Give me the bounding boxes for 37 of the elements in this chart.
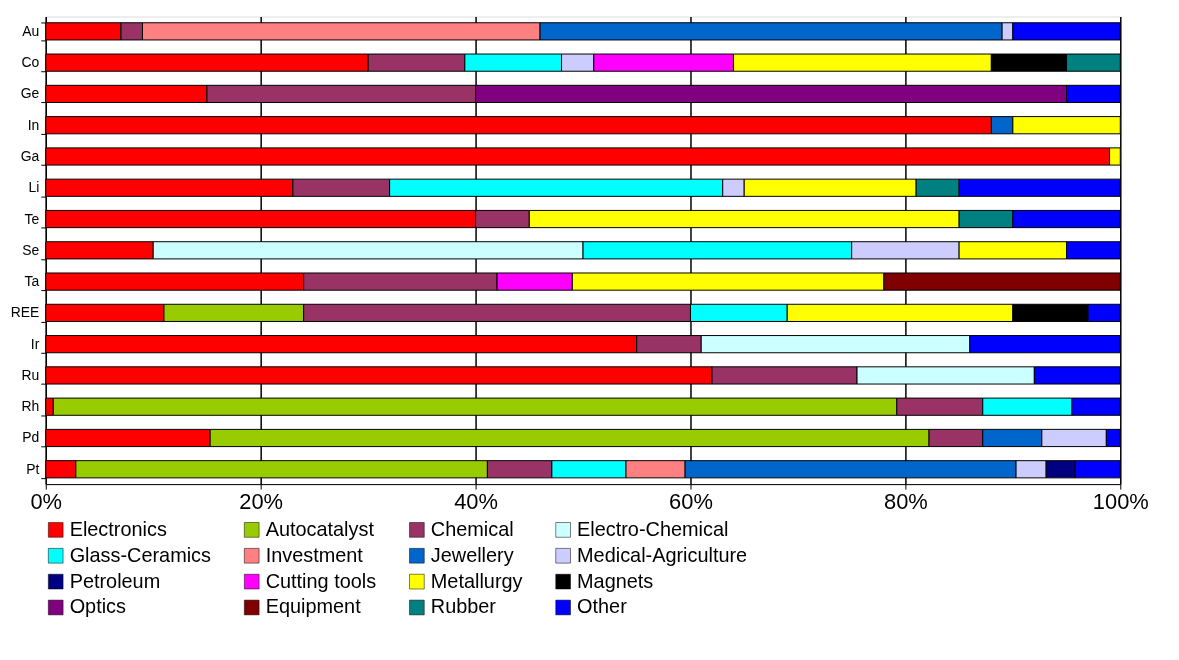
y-tick-label: REE (10, 304, 40, 321)
legend-label: Investment (265, 543, 364, 566)
x-tick-label: 60% (669, 488, 713, 514)
x-tick-label: 80% (883, 488, 928, 514)
legend-label: Electro-Chemical (577, 517, 729, 540)
legend-label: Glass-Ceramics (69, 543, 212, 566)
y-tick-label: Ta (24, 273, 40, 290)
y-tick-label: Ir (30, 335, 40, 352)
y-tick-label: Ru (21, 366, 40, 383)
legend-label: Magnets (577, 569, 654, 592)
y-tick-label: Rh (21, 398, 40, 415)
x-tick-label: 100% (1092, 488, 1149, 514)
legend-label: Petroleum (69, 569, 161, 592)
y-tick-label: Pd (22, 429, 40, 446)
legend-label: Jewellery (430, 543, 514, 566)
y-tick-label: Pt (26, 460, 40, 477)
y-tick-label: Ga (20, 147, 40, 164)
y-tick-label: In (27, 116, 40, 133)
legend-label: Electronics (69, 517, 167, 540)
legend-label: Autocatalyst (265, 517, 375, 540)
legend-label: Medical-Agriculture (577, 543, 748, 566)
y-tick-label: Co (21, 54, 40, 71)
y-tick-label: Ge (20, 85, 40, 102)
legend-label: Equipment (265, 595, 362, 618)
legend-label: Rubber (430, 595, 497, 618)
y-tick-label: Li (28, 179, 40, 196)
legend-label: Other (577, 595, 628, 618)
x-tick-label: 40% (454, 488, 498, 514)
y-tick-label: Se (22, 241, 40, 258)
x-tick-label: 0% (30, 488, 63, 514)
y-tick-label: Te (24, 210, 40, 227)
x-tick-label: 20% (239, 488, 284, 514)
y-tick-label: Au (22, 22, 40, 39)
legend-label: Chemical (430, 517, 514, 540)
legend-label: Cutting tools (265, 569, 377, 592)
legend-label: Metallurgy (430, 569, 523, 592)
legend-label: Optics (69, 595, 127, 618)
